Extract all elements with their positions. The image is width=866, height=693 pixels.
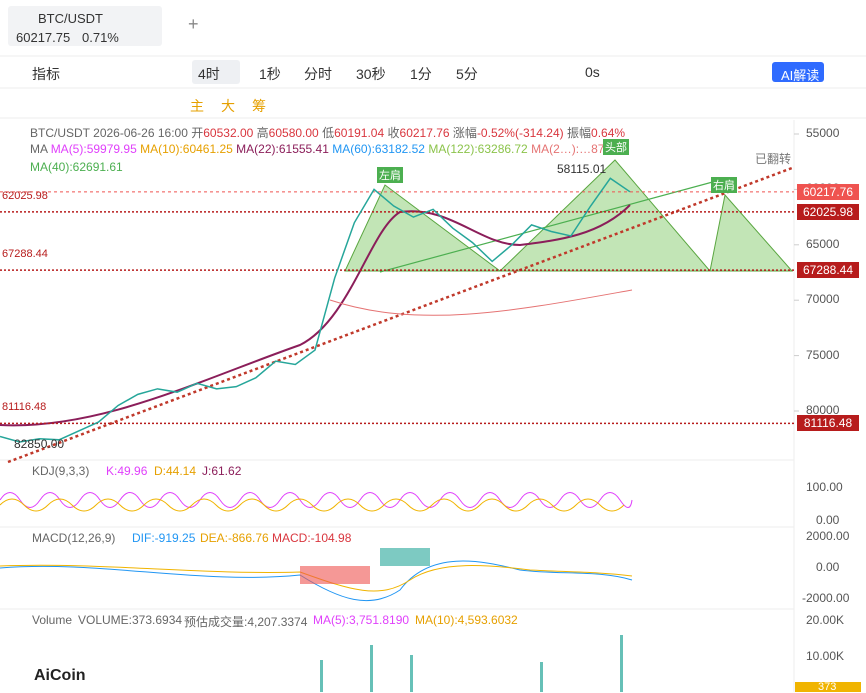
indicators[interactable]: 指标 [32, 66, 60, 82]
info: 0.64% [591, 126, 626, 140]
annotation: 左肩 [377, 167, 403, 183]
volume-bars [320, 635, 623, 692]
volume-est: 预估成交量:4,207.3374 [184, 615, 308, 629]
countdown: 0s [585, 64, 600, 80]
y-tick-label: 70000 [806, 292, 840, 307]
info-line: BTC/USDT 2026-06-26 16:00 开60532.00 高605… [30, 124, 625, 141]
ma-item: MA(22):61555.41 [236, 142, 329, 156]
macd-tick: -2000.00 [802, 591, 850, 605]
kdj-name: KDJ(9,3,3) [32, 464, 90, 478]
neck-line [379, 179, 721, 273]
macd-line [0, 564, 633, 592]
macd-hist [300, 566, 370, 584]
interval-option[interactable]: 30秒 [356, 66, 386, 82]
kdj-tick: 0.00 [816, 513, 840, 527]
y-tick-label: 65000 [806, 236, 840, 251]
macd-dif: DIF:-919.25 [132, 531, 196, 545]
annotation: 58115.01 [557, 162, 607, 176]
info: BTC/USDT [30, 126, 90, 140]
info: 振幅 [567, 126, 592, 140]
ai-label[interactable]: AI解读 [781, 68, 820, 83]
info: 60217.76 [399, 126, 450, 140]
trend-line [7, 166, 793, 464]
ma-legend: MA MA(5):59979.95 MA(10):60461.25 MA(22)… [30, 142, 628, 156]
annotation: 右肩 [711, 177, 737, 193]
macd-tick: 2000.00 [806, 529, 850, 543]
macd-value: MACD:-104.98 [272, 531, 352, 545]
interval-button[interactable] [192, 60, 240, 84]
tab-change: 0.71% [82, 30, 119, 45]
info: 60532.00 [203, 126, 254, 140]
info: 开 [191, 126, 204, 140]
y-tick-label: 55000 [806, 126, 840, 140]
info: 涨幅 [452, 126, 477, 140]
info: 2026-06-26 16:00 [93, 126, 188, 140]
level-tag: 62025.98 [797, 203, 859, 220]
current-price-tag: 60217.76 [797, 183, 859, 200]
interval[interactable]: 4时 [198, 66, 220, 82]
volume-ma: MA(10):4,593.6032 [415, 613, 518, 627]
level-label: 62025.98 [2, 189, 48, 202]
interval-option[interactable]: 分时 [304, 66, 332, 82]
tab-price: 60217.75 [16, 30, 71, 45]
y-tick-label: 80000 [806, 403, 840, 417]
kdj-line [0, 498, 625, 512]
kdj-j: J:61.62 [202, 464, 242, 478]
info: -0.52%(-314.24) [476, 126, 564, 140]
annotation: 82850.00 [14, 437, 65, 451]
ma-item: MA(60):63182.52 [332, 142, 425, 156]
macd-dea: DEA:-866.76 [200, 531, 269, 545]
price-line [0, 177, 631, 443]
annotation: 已翻转 [755, 152, 792, 166]
kdj-k: K:49.96 [106, 464, 148, 478]
info: 收 [387, 126, 400, 140]
ma-line [0, 204, 631, 427]
y-tick-label: 75000 [806, 347, 840, 362]
level-label: 67288.44 [2, 248, 48, 261]
draw-tool[interactable]: 大 [221, 98, 235, 114]
annotation: 头部 [603, 139, 629, 155]
macd-hist [380, 548, 430, 566]
ma-item: MA(10):60461.25 [140, 142, 233, 156]
ma-line [329, 289, 633, 316]
interval-option[interactable]: 5分 [456, 66, 478, 82]
volume-tick: 20.00K [806, 613, 845, 627]
draw-tool[interactable]: 筹 [252, 98, 266, 114]
add-tab[interactable]: + [188, 14, 199, 34]
interval-option[interactable]: 1秒 [259, 66, 281, 82]
tab[interactable] [8, 6, 162, 46]
macd-line [0, 560, 633, 602]
level-label: 81116.48 [2, 401, 47, 414]
info: 高 [256, 126, 269, 140]
ma-item: MA(40):62691.61 [30, 160, 123, 174]
kdj-d: D:44.14 [154, 464, 197, 478]
ma-name: MA [30, 142, 48, 156]
volume-ma: MA(5):3,751.8190 [313, 613, 410, 627]
info: 60191.04 [334, 126, 385, 140]
volume-last: 373 [818, 681, 837, 693]
info: 60580.00 [268, 126, 319, 140]
tab-symbol: BTC/USDT [38, 11, 103, 26]
interval-option[interactable]: 1分 [410, 66, 432, 82]
macd-name: MACD(12,26,9) [32, 531, 116, 545]
info: 低 [322, 126, 335, 140]
kdj-line [0, 492, 633, 508]
ai-button[interactable] [772, 62, 824, 82]
ma-item: MA(5):59979.95 [50, 142, 137, 156]
volume-name: Volume [32, 613, 73, 627]
logo: AiCoin [34, 667, 86, 684]
ma-item: MA(122):63286.72 [428, 142, 528, 156]
level-tag: 81116.48 [797, 415, 859, 432]
draw-tool[interactable]: 主 [190, 98, 204, 114]
macd-tick: 0.00 [816, 560, 840, 574]
kdj-tick: 100.00 [806, 480, 843, 494]
level-tag: 67288.44 [797, 262, 859, 279]
volume-tag [795, 682, 861, 692]
volume-tick: 10.00K [806, 649, 845, 663]
volume-value: VOLUME:373.6934 [78, 613, 183, 627]
